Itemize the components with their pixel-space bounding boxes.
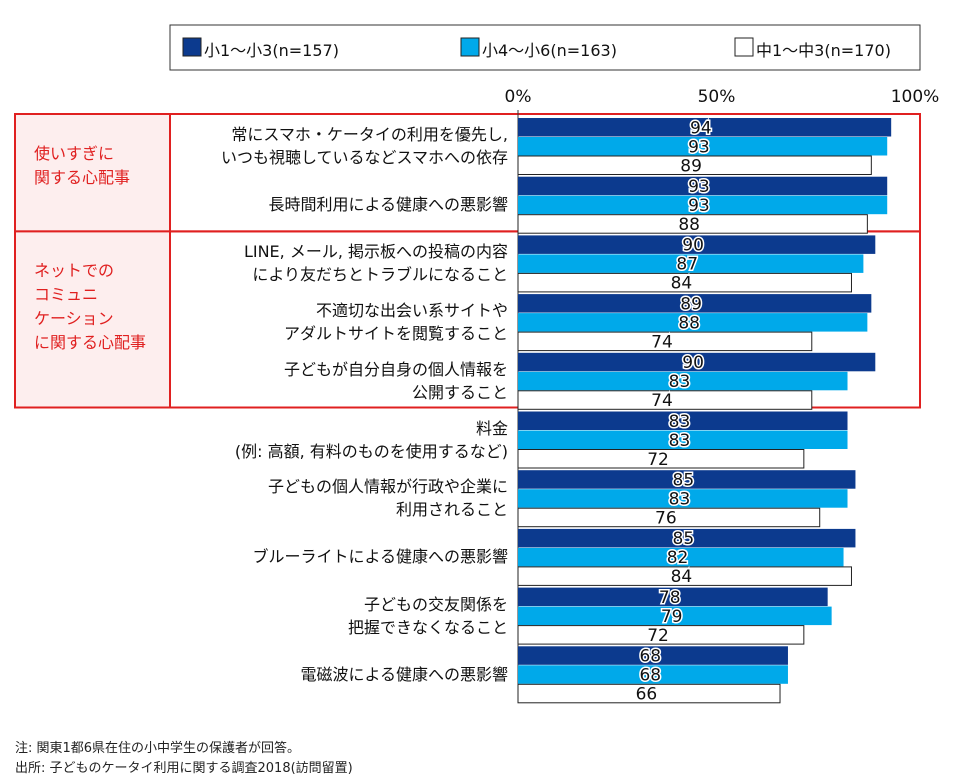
legend-swatch bbox=[734, 37, 754, 57]
value-label: 79 bbox=[661, 607, 683, 627]
value-label: 72 bbox=[647, 626, 669, 646]
legend-label: 中1～中3(n=170) bbox=[756, 41, 891, 60]
bar bbox=[517, 214, 868, 234]
value-label: 94 bbox=[690, 118, 712, 138]
value-label: 85 bbox=[673, 470, 695, 490]
bar bbox=[518, 195, 888, 215]
group-box bbox=[14, 230, 921, 409]
value-label: 74 bbox=[651, 391, 673, 411]
bar bbox=[517, 683, 781, 704]
value-label: 89 bbox=[680, 294, 702, 314]
category-label: 長時間利用による健康への悪影響 bbox=[268, 195, 508, 215]
bar bbox=[518, 587, 828, 607]
group-label: ネットでの コミュニ ケーション に関する心配事 bbox=[34, 261, 147, 353]
category-label: 料金 (例: 高額, 有料のものを使用するなど) bbox=[234, 418, 508, 461]
x-tick-label: 0% bbox=[505, 87, 532, 107]
bar bbox=[518, 470, 856, 489]
value-label: 76 bbox=[655, 508, 677, 528]
value-label: 83 bbox=[669, 372, 691, 392]
category-label: 子どもの交友関係を 把握できなくなること bbox=[347, 594, 508, 637]
bar bbox=[517, 390, 813, 410]
bar bbox=[518, 294, 872, 313]
legend-swatch bbox=[460, 37, 480, 57]
bar bbox=[518, 665, 788, 684]
category-label: LINE, メール, 掲示板への投稿の内容 により友だちとトラブルになること bbox=[243, 242, 508, 285]
value-label: 83 bbox=[669, 412, 691, 432]
value-label: 83 bbox=[669, 431, 691, 451]
bar bbox=[518, 606, 832, 626]
note: 注: 関東1都6県在住の小中学生の保護者が回答。 bbox=[15, 741, 301, 756]
legend-box bbox=[169, 24, 921, 71]
bar bbox=[518, 313, 868, 332]
value-label: 85 bbox=[673, 529, 695, 549]
category-label: 常にスマホ・ケータイの利用を優先し, いつも視聴しているなどスマホへの依存 bbox=[220, 125, 508, 167]
bar bbox=[518, 646, 788, 665]
group-label-cell bbox=[15, 114, 170, 232]
value-label: 68 bbox=[639, 666, 661, 686]
category-label: 子どもが自分自身の個人情報を 公開すること bbox=[283, 359, 508, 402]
category-label: 電磁波による健康への悪影響 bbox=[300, 664, 508, 684]
value-label: 84 bbox=[671, 567, 693, 587]
bar bbox=[517, 507, 821, 528]
value-label: 93 bbox=[688, 177, 710, 197]
bar bbox=[518, 528, 856, 548]
bar bbox=[518, 118, 892, 137]
bar bbox=[518, 547, 844, 567]
bar bbox=[518, 254, 864, 273]
legend-label: 小4～小6(n=163) bbox=[482, 41, 617, 60]
value-label: 82 bbox=[667, 548, 689, 568]
category-label: 子どもの個人情報が行政や企業に 利用されること bbox=[267, 477, 508, 520]
value-label: 83 bbox=[669, 489, 691, 509]
bar bbox=[517, 449, 805, 469]
bar bbox=[518, 489, 848, 508]
bar bbox=[517, 155, 872, 175]
legend-swatch bbox=[182, 37, 202, 57]
x-tick-label: 50% bbox=[698, 87, 736, 107]
bar bbox=[518, 430, 848, 449]
value-label: 72 bbox=[647, 450, 669, 470]
bar bbox=[518, 176, 888, 196]
value-label: 93 bbox=[688, 137, 710, 157]
value-label: 74 bbox=[651, 332, 673, 352]
value-label: 66 bbox=[636, 685, 658, 705]
category-label: ブルーライトによる健康への悪影響 bbox=[252, 547, 508, 567]
value-label: 89 bbox=[680, 156, 702, 176]
bar bbox=[518, 352, 876, 372]
value-label: 90 bbox=[682, 353, 704, 373]
legend-label: 小1～小3(n=157) bbox=[204, 41, 339, 60]
category-label: 不適切な出会い系サイトや アダルトサイトを閲覧すること bbox=[283, 301, 508, 344]
group-label-cell bbox=[15, 231, 170, 408]
bar bbox=[518, 411, 848, 430]
bar bbox=[517, 272, 852, 293]
value-label: 68 bbox=[639, 647, 661, 667]
bar bbox=[517, 625, 805, 645]
x-tick-label: 100% bbox=[891, 87, 940, 107]
bar bbox=[518, 137, 888, 156]
bar bbox=[517, 566, 852, 586]
note: 出所: 子どものケータイ利用に関する調査2018(訪問留置) bbox=[15, 761, 353, 776]
bar bbox=[517, 331, 813, 352]
bar bbox=[518, 235, 876, 254]
value-label: 90 bbox=[682, 236, 704, 256]
bar bbox=[518, 371, 848, 391]
value-label: 84 bbox=[671, 274, 693, 294]
value-label: 87 bbox=[676, 255, 698, 275]
value-label: 88 bbox=[678, 313, 700, 333]
value-label: 88 bbox=[678, 215, 700, 235]
group-label: 使いすぎに 関する心配事 bbox=[34, 144, 131, 187]
value-label: 78 bbox=[659, 588, 681, 608]
value-label: 93 bbox=[688, 196, 710, 216]
